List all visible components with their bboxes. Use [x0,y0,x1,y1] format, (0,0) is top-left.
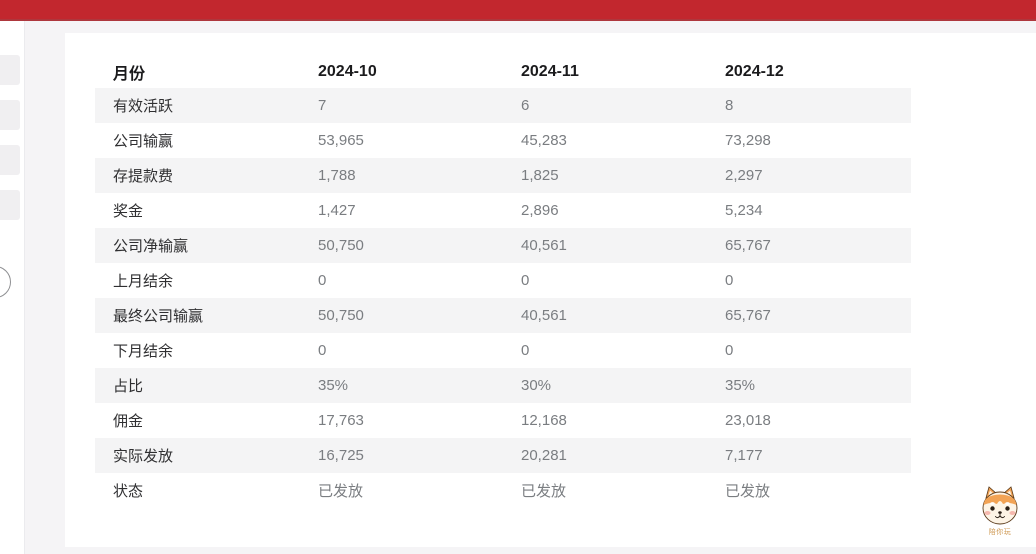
row-value: 7,177 [725,447,763,464]
row-value: 2,297 [725,167,763,184]
row-label: 奖金 [113,203,144,220]
row-label: 存提款费 [113,168,174,185]
row-value: 35% [725,377,756,394]
row-value: 6 [521,97,530,114]
table-header-row: 月份 2024-10 2024-11 2024-12 [95,55,911,88]
sidebar-item-placeholder[interactable] [0,100,20,130]
row-value: 已发放 [318,483,364,500]
table-row: 状态 已发放 已发放 已发放 [95,473,911,508]
row-label: 占比 [113,378,144,395]
row-value: 0 [521,272,530,289]
row-value: 50,750 [318,307,364,324]
row-value: 73,298 [725,132,771,149]
sidebar-item-placeholder[interactable] [0,190,20,220]
monthly-report-table: 月份 2024-10 2024-11 2024-12 有效活跃 7 6 8 公司输赢 53… [95,55,911,508]
shiba-dog-icon [982,486,1018,525]
table-row: 公司输赢 53,965 45,283 73,298 [95,123,911,158]
row-value: 1,427 [318,202,356,219]
table-row: 最终公司输赢 50,750 40,561 65,767 [95,298,911,333]
month-column-header: 月份 [113,65,146,83]
row-value: 65,767 [725,237,771,254]
row-label: 上月结余 [113,273,174,290]
row-value: 0 [521,342,530,359]
table-row: 有效活跃 7 6 8 [95,88,911,123]
row-value: 40,561 [521,307,567,324]
table-row: 奖金 1,427 2,896 5,234 [95,193,911,228]
row-value: 16,725 [318,447,364,464]
month-header: 2024-11 [521,62,579,80]
row-value: 30% [521,377,552,394]
row-value: 5,234 [725,202,763,219]
row-label: 有效活跃 [113,98,174,115]
mascot-caption: 陪你玩 [988,529,1012,536]
row-value: 1,788 [318,167,356,184]
top-red-bar [0,0,1036,21]
row-value: 已发放 [725,483,771,500]
row-value: 已发放 [521,483,567,500]
row-value: 2,896 [521,202,559,219]
sidebar-collapse-toggle-button[interactable] [0,266,11,298]
row-label: 公司输赢 [113,133,174,150]
row-label: 下月结余 [113,343,174,360]
customer-service-mascot[interactable]: 陪你玩 [978,486,1022,537]
row-value: 45,283 [521,132,567,149]
row-label: 状态 [113,483,144,500]
table-row: 占比 35% 30% 35% [95,368,911,403]
collapsed-sidebar [0,21,25,554]
row-value: 0 [725,342,734,359]
table-row: 实际发放 16,725 20,281 7,177 [95,438,911,473]
row-value: 35% [318,377,349,394]
row-value: 23,018 [725,412,771,429]
month-header: 2024-12 [725,62,784,80]
row-value: 20,281 [521,447,567,464]
sidebar-item-placeholder[interactable] [0,55,20,85]
row-value: 1,825 [521,167,559,184]
table-row: 公司净输赢 50,750 40,561 65,767 [95,228,911,263]
row-label: 最终公司输赢 [113,308,204,325]
report-card: 月份 2024-10 2024-11 2024-12 有效活跃 7 6 8 公司输赢 53… [65,33,1036,547]
row-label: 佣金 [113,413,144,430]
row-value: 8 [725,97,734,114]
row-label: 实际发放 [113,448,174,465]
row-value: 50,750 [318,237,364,254]
row-value: 0 [318,342,327,359]
table-row: 下月结余 0 0 0 [95,333,911,368]
table-row: 存提款费 1,788 1,825 2,297 [95,158,911,193]
sidebar-item-placeholder[interactable] [0,145,20,175]
row-value: 0 [725,272,734,289]
row-value: 12,168 [521,412,567,429]
row-value: 0 [318,272,327,289]
row-value: 65,767 [725,307,771,324]
row-value: 40,561 [521,237,567,254]
row-value: 17,763 [318,412,364,429]
row-value: 7 [318,97,327,114]
month-header: 2024-10 [318,62,377,80]
table-row: 上月结余 0 0 0 [95,263,911,298]
table-body: 有效活跃 7 6 8 公司输赢 53,965 45,283 73,298 存提款费 1,788 1,… [95,88,911,508]
table-row: 佣金 17,763 12,168 23,018 [95,403,911,438]
row-value: 53,965 [318,132,364,149]
row-label: 公司净输赢 [113,238,189,255]
